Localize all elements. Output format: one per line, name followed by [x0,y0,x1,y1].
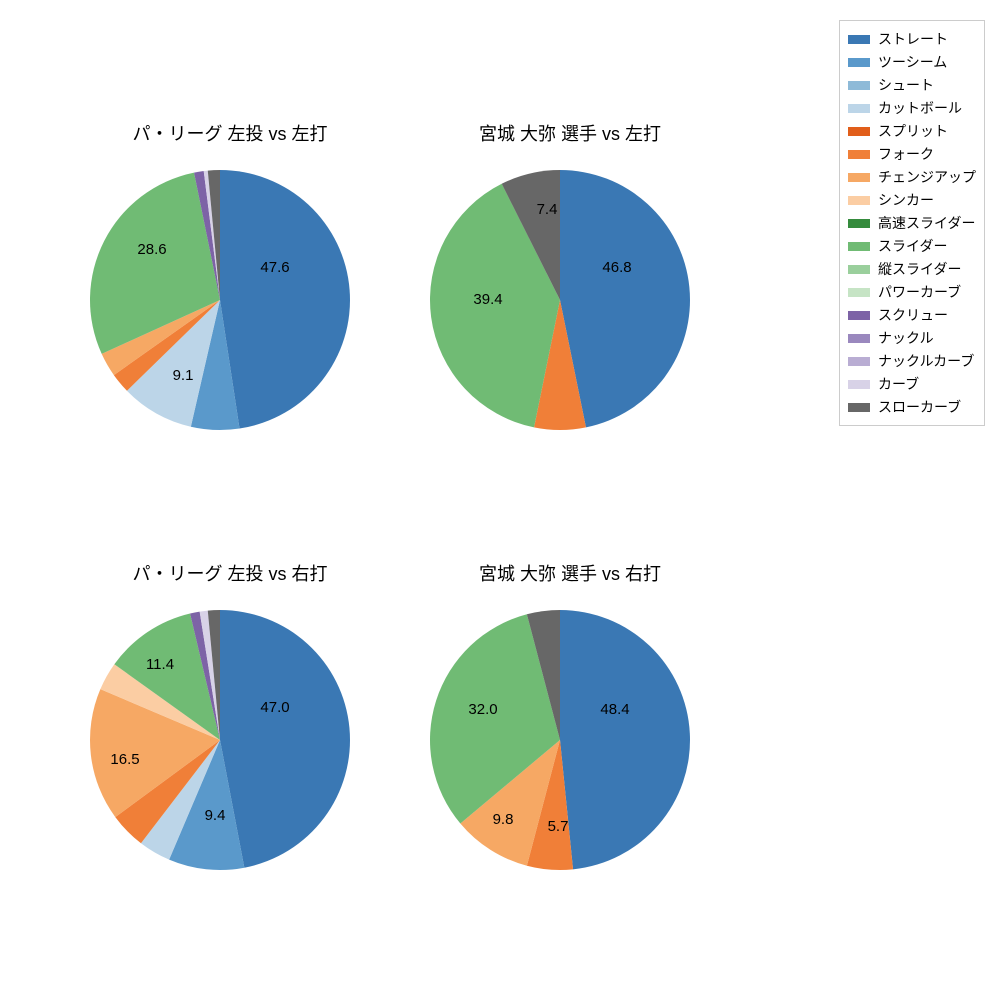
legend-item: カーブ [848,373,976,395]
legend-item: ナックルカーブ [848,350,976,372]
legend-swatch [848,242,870,251]
legend-item: ストレート [848,28,976,50]
legend-item: 縦スライダー [848,258,976,280]
legend-label: ナックルカーブ [878,351,974,371]
legend-swatch [848,173,870,182]
legend-swatch [848,35,870,44]
legend-label: スライダー [878,236,947,256]
legend-item: スプリット [848,120,976,142]
chart-grid: パ・リーグ 左投 vs 左打47.69.128.6宮城 大弥 選手 vs 左打4… [0,0,1000,1000]
legend-item: スクリュー [848,304,976,326]
legend-label: 縦スライダー [878,259,961,279]
legend-label: 高速スライダー [878,213,975,233]
legend-swatch [848,311,870,320]
slice-label: 48.4 [600,701,629,718]
legend-swatch [848,81,870,90]
slice-label: 5.7 [548,818,569,835]
legend-swatch [848,334,870,343]
legend-label: ストレート [878,29,948,49]
legend-item: シュート [848,74,976,96]
legend-item: カットボール [848,97,976,119]
legend-label: ナックル [878,328,934,348]
legend-item: 高速スライダー [848,212,976,234]
slice-label: 32.0 [468,701,497,718]
legend-item: パワーカーブ [848,281,976,303]
legend-item: スライダー [848,235,976,257]
legend-item: ナックル [848,327,976,349]
legend-label: パワーカーブ [878,282,961,302]
legend-label: スクリュー [878,305,948,325]
legend-swatch [848,219,870,228]
legend-label: スローカーブ [878,397,961,417]
legend-swatch [848,150,870,159]
legend-item: ツーシーム [848,51,976,73]
legend-swatch [848,265,870,274]
legend-swatch [848,403,870,412]
legend-label: フォーク [878,144,934,164]
legend-label: シンカー [878,190,934,210]
legend-label: カーブ [878,374,919,394]
legend-swatch [848,288,870,297]
legend-item: スローカーブ [848,396,976,418]
legend-swatch [848,196,870,205]
legend: ストレートツーシームシュートカットボールスプリットフォークチェンジアップシンカー… [839,20,985,426]
legend-item: シンカー [848,189,976,211]
slice-label: 9.8 [493,811,514,828]
legend-label: シュート [878,75,934,95]
legend-label: スプリット [878,121,948,141]
legend-item: フォーク [848,143,976,165]
legend-label: ツーシーム [878,52,947,72]
legend-label: チェンジアップ [878,167,976,187]
pie-slice [560,610,690,869]
legend-item: チェンジアップ [848,166,976,188]
legend-label: カットボール [878,98,962,118]
legend-swatch [848,104,870,113]
legend-swatch [848,380,870,389]
legend-swatch [848,357,870,366]
legend-swatch [848,127,870,136]
legend-swatch [848,58,870,67]
